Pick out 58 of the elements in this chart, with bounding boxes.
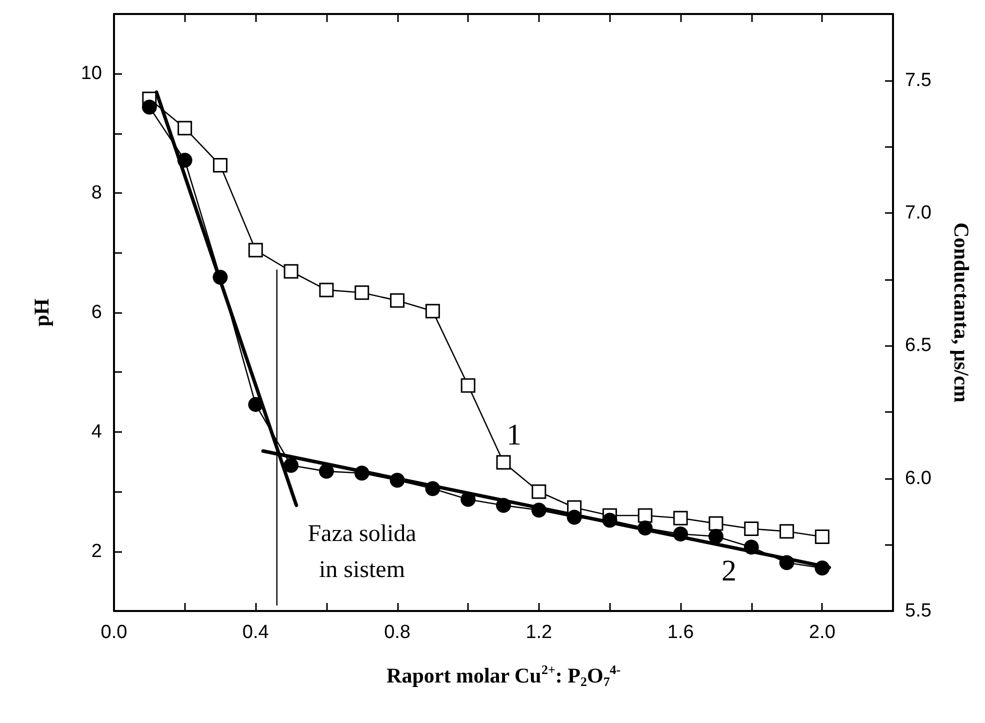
annotation: Faza solida in sistem: [308, 521, 417, 583]
point: [602, 512, 618, 528]
point: [496, 455, 511, 470]
x-tick-label: 0.4: [242, 622, 270, 643]
point: [780, 524, 794, 539]
annotation: 1: [506, 418, 522, 452]
point: [212, 158, 228, 172]
point: [178, 120, 192, 136]
y-tick-label: 4: [91, 421, 102, 442]
point: [814, 529, 830, 544]
point: [496, 498, 511, 513]
annotation: 2: [722, 554, 736, 588]
point: [638, 508, 652, 523]
point: [354, 285, 370, 300]
y-axis-title: pH: [30, 298, 54, 327]
point: [779, 555, 794, 570]
x-tick-label: 1.2: [526, 622, 552, 643]
point: [248, 396, 264, 412]
point: [425, 481, 440, 496]
x-tick-label: 0.8: [384, 622, 410, 643]
point: [319, 282, 334, 298]
point: [744, 540, 759, 555]
y2-tick-label: 5.5: [905, 600, 932, 622]
point: [212, 270, 228, 285]
point: [708, 528, 724, 544]
y-tick-label: 10: [80, 63, 102, 84]
point: [390, 293, 405, 308]
point: [390, 472, 405, 488]
y2-tick-label: 6.0: [905, 468, 932, 489]
y2-tick-label: 7.0: [905, 202, 932, 224]
point: [814, 560, 830, 576]
point: [318, 464, 334, 479]
point: [708, 516, 724, 531]
point: [673, 510, 688, 526]
point: [638, 520, 653, 536]
point: [354, 466, 370, 481]
point: [177, 152, 192, 168]
point: [532, 484, 546, 499]
x-tick-label: 1.6: [667, 622, 694, 643]
point: [673, 526, 688, 542]
y-tick-label: 8: [91, 182, 102, 204]
point: [142, 100, 157, 115]
point: [744, 521, 759, 536]
point: [460, 492, 476, 507]
point: [531, 502, 546, 518]
point: [284, 458, 299, 473]
y-tick-label: 2: [91, 540, 102, 562]
y2-tick-label: 7.5: [905, 70, 932, 91]
point: [425, 304, 440, 318]
y2-axis-title: Conductanta, µs/cm: [950, 222, 974, 404]
x-tick-label: 0.0: [100, 622, 128, 643]
point: [566, 510, 582, 525]
point: [460, 378, 476, 393]
x-tick-label: 2.0: [808, 622, 836, 643]
y-tick-label: 6: [91, 302, 102, 323]
point: [284, 264, 298, 279]
point: [248, 242, 263, 258]
y2-tick-label: 6.5: [905, 335, 932, 356]
